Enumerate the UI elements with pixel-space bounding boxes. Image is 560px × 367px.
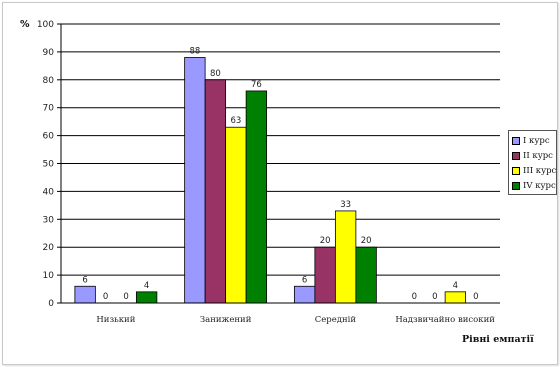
y-tick-label: 30: [43, 215, 55, 225]
category-label: Надзвичайно високий: [395, 315, 495, 325]
y-tick-label: 90: [43, 48, 55, 58]
data-labels: 6 0 0 4 88 80 63 76 6 20 33 20 0 0 4 0: [82, 46, 478, 302]
data-label: 4: [144, 281, 149, 291]
legend: I курс II курс III курс IV курс: [508, 130, 557, 195]
data-label: 80: [210, 69, 221, 79]
bar: [293, 285, 316, 304]
category-labels: Низький Занижений Середній Надзвичайно висо…: [61, 302, 500, 325]
y-tick-label: 50: [43, 160, 55, 170]
data-label: 0: [473, 292, 478, 302]
y-tick-label: 60: [43, 132, 55, 142]
data-label: 76: [251, 80, 262, 90]
data-label: 6: [302, 275, 307, 285]
bars: [74, 57, 467, 304]
bar: [225, 126, 247, 304]
y-tick-label: 10: [43, 271, 55, 281]
data-label: 0: [103, 292, 108, 302]
bar: [204, 79, 227, 304]
y-tick-label: 80: [43, 76, 55, 86]
bar: [74, 285, 96, 304]
y-tick-label: 0: [48, 299, 54, 309]
y-tick-label: 70: [43, 104, 55, 114]
legend-label: II курс: [523, 150, 553, 161]
data-label: 6: [82, 275, 87, 285]
category-label: Занижений: [200, 315, 252, 325]
legend-label: I курс: [523, 135, 550, 146]
legend-item: II курс: [512, 148, 554, 163]
bar: [444, 291, 467, 304]
legend-swatch: [512, 166, 520, 175]
legend-swatch: [512, 136, 520, 145]
bar: [135, 291, 158, 304]
legend-label: IV курс: [523, 180, 556, 191]
bar: [245, 90, 268, 304]
bar: [334, 210, 357, 304]
data-label: 20: [320, 236, 331, 246]
category-label: Середній: [315, 315, 357, 325]
legend-item: III курс: [512, 163, 557, 178]
gridlines: [57, 23, 500, 304]
data-label: 4: [453, 281, 458, 291]
bar: [314, 246, 336, 304]
data-label: 33: [340, 200, 351, 210]
data-label: 88: [189, 46, 200, 56]
category-label: Низький: [96, 315, 135, 325]
data-label: 63: [230, 116, 241, 126]
legend-item: IV курс: [512, 178, 556, 193]
legend-swatch: [512, 151, 520, 160]
x-axis-title: Рівні емпатії: [462, 334, 534, 345]
y-tick-label: 100: [37, 20, 54, 30]
data-label: 0: [432, 292, 437, 302]
data-label: 20: [361, 236, 372, 246]
data-label: 0: [123, 292, 128, 302]
y-tick-label: 40: [43, 187, 55, 197]
legend-label: III курс: [523, 165, 557, 176]
legend-swatch: [512, 181, 520, 190]
legend-item: I курс: [512, 133, 554, 148]
data-label: 0: [412, 292, 417, 302]
y-tick-label: 20: [43, 243, 55, 253]
bar: [184, 57, 206, 304]
bar: [355, 246, 377, 304]
y-tick-labels: 0 10 20 30 40 50 60 70 80 90 100: [37, 20, 54, 309]
y-unit-label: %: [20, 19, 30, 30]
